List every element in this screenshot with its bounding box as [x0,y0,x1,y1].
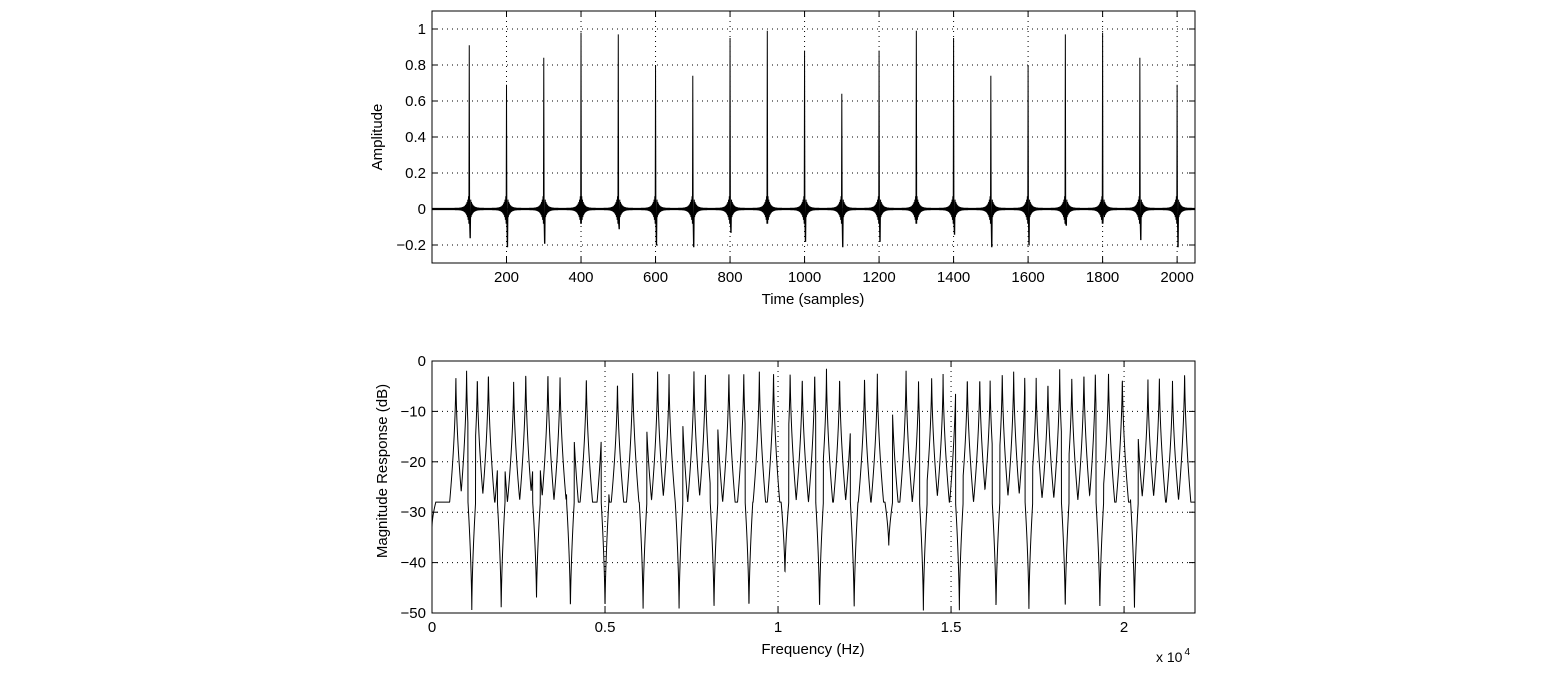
impulse-response-line [431,30,1196,248]
freq-x-tick-label: 0 [428,619,436,636]
freq-y-tick-label: −10 [401,403,426,420]
frequency-domain-axes: 0 0.5 1 1.5 2 −50 −40 −30 −20 −10 0 Frequency (Hz)… [374,353,1196,665]
freq-x-multiplier: x 10 4 [1156,647,1190,665]
time-x-tick-label: 1200 [862,269,895,286]
time-y-tick-label: −0.2 [396,237,426,254]
time-y-tick-label: 0 [418,201,426,218]
freq-x-tick-label: 1.5 [941,619,962,636]
time-ticks: 200 400 600 800 1000 1200 1400 1600 1800 2000 −0.2… [396,11,1195,286]
time-y-tick-label: 0.4 [405,129,426,146]
freq-x-tick-label: 0.5 [595,619,616,636]
magnitude-response-line [431,368,1195,611]
freq-y-tick-label: 0 [418,353,426,370]
time-x-tick-label: 800 [718,269,743,286]
freq-y-tick-label: −30 [401,504,426,521]
freq-axes-box [431,360,1196,614]
time-x-tick-label: 1400 [937,269,970,286]
freq-x-tick-label: 1 [774,619,782,636]
time-domain-axes: 200 400 600 800 1000 1200 1400 1600 1800 2000 −0.2… [369,10,1196,308]
time-y-tick-label: 0.6 [405,93,426,110]
time-y-tick-label: 0.8 [405,57,426,74]
time-x-axis-label: Time (samples) [762,291,865,308]
x-multiplier-exponent: 4 [1184,647,1190,658]
time-y-tick-label: 0.2 [405,165,426,182]
time-y-tick-label: 1 [418,21,426,38]
time-x-tick-label: 1800 [1086,269,1119,286]
time-x-tick-label: 1000 [788,269,821,286]
x-multiplier-base: x 10 [1156,649,1183,665]
time-x-tick-label: 600 [643,269,668,286]
freq-y-axis-label: Magnitude Response (dB) [374,384,391,558]
time-plot-area [432,11,1195,263]
freq-plot-area [432,361,1195,613]
time-x-tick-label: 400 [569,269,594,286]
time-x-tick-label: 1600 [1011,269,1044,286]
time-x-tick-label: 200 [494,269,519,286]
freq-ticks: 0 0.5 1 1.5 2 −50 −40 −30 −20 −10 0 [401,353,1195,636]
time-y-axis-label: Amplitude [369,104,386,171]
freq-y-tick-label: −20 [401,454,426,471]
freq-y-tick-label: −50 [401,605,426,622]
freq-y-tick-label: −40 [401,555,426,572]
freq-x-axis-label: Frequency (Hz) [761,641,864,658]
freq-x-tick-label: 2 [1120,619,1128,636]
time-x-tick-label: 2000 [1160,269,1193,286]
